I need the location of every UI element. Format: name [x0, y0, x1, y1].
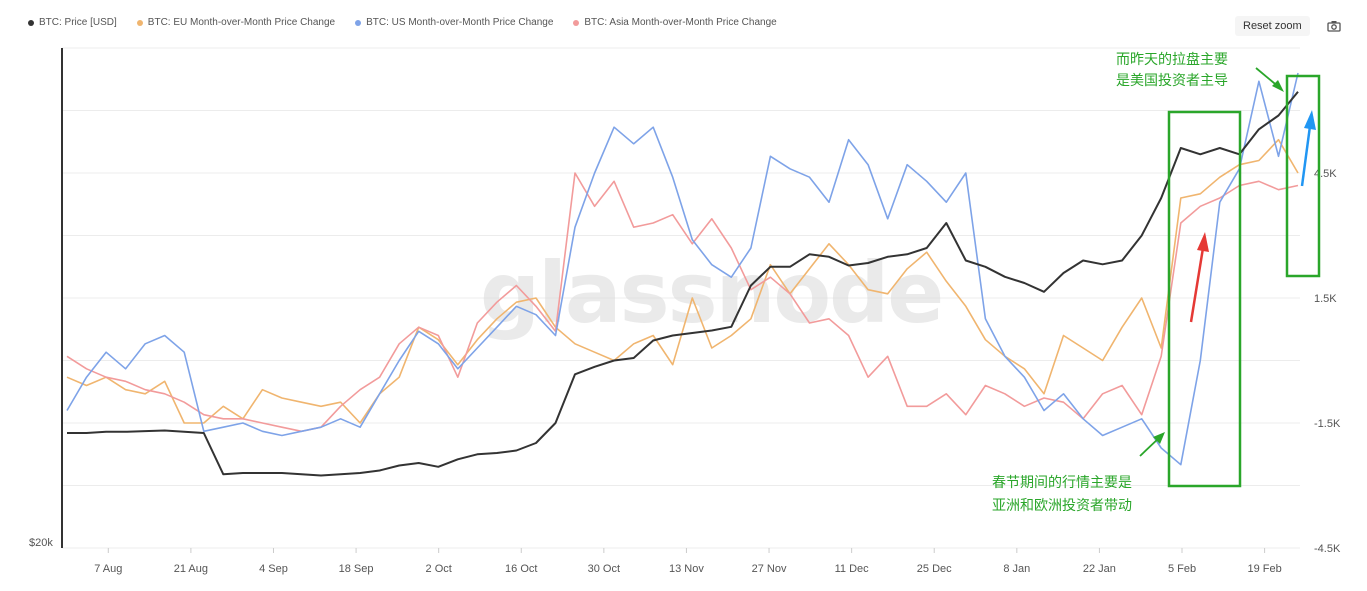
top-note-line2: 是美国投资者主导: [1116, 73, 1228, 89]
top-note-arrow-icon: [1255, 67, 1284, 92]
series-group: [66, 72, 1299, 477]
grid-lines: [62, 47, 1300, 549]
series-line: [66, 138, 1299, 424]
right-axis-tick-label: -1.5K: [1314, 418, 1341, 430]
right-axis-tick-label: -4.5K: [1314, 543, 1341, 555]
series-line: [67, 91, 1299, 477]
right-axis-tick-label: 4.5K: [1314, 168, 1337, 180]
legend-dot-icon: [28, 19, 34, 26]
x-axis-tick-label: 13 Nov: [669, 563, 704, 575]
x-axis-tick-label: 22 Jan: [1083, 563, 1116, 575]
legend-label: BTC: EU Month-over-Month Price Change: [147, 17, 336, 28]
legend-item[interactable]: BTC: Price [USD]: [28, 17, 117, 28]
x-axis-tick-label: 21 Aug: [174, 563, 208, 575]
top-note-line1: 而昨天的拉盘主要: [1116, 51, 1228, 68]
series-line: [66, 172, 1299, 433]
blue-up-arrow-icon: [1300, 110, 1316, 187]
watermark: glassnode: [480, 244, 942, 342]
bottom-note-line2: 亚洲和欧洲投资者带动: [992, 498, 1132, 514]
bottom-note-arrow-icon: [1139, 432, 1165, 457]
legend-item[interactable]: BTC: US Month-over-Month Price Change: [355, 17, 553, 28]
x-axis-tick-label: 2 Oct: [426, 563, 452, 575]
x-axis-tick-label: 19 Feb: [1247, 563, 1281, 575]
x-axis-tick-label: 11 Dec: [835, 563, 870, 575]
series-line: [66, 72, 1299, 466]
x-axis-tick-label: 27 Nov: [752, 563, 787, 575]
x-axis-tick-label: 8 Jan: [1003, 563, 1030, 575]
legend-label: BTC: Asia Month-over-Month Price Change: [584, 17, 777, 28]
legend-label: BTC: US Month-over-Month Price Change: [366, 17, 554, 28]
chart-legend: BTC: Price [USD] BTC: EU Month-over-Month…: [28, 17, 777, 28]
reset-zoom-button[interactable]: Reset zoom: [1235, 16, 1310, 36]
x-axis-tick-label: 25 Dec: [917, 563, 952, 575]
spring-festival-highlight-box: [1167, 110, 1242, 488]
recent-rally-highlight-box: [1285, 74, 1321, 278]
x-axis-tick-label: 5 Feb: [1168, 563, 1196, 575]
legend-dot-icon: [573, 19, 580, 26]
legend-dot-icon: [136, 19, 143, 26]
x-axis-tick-label: 4 Sep: [259, 563, 288, 575]
legend-dot-icon: [355, 19, 362, 26]
left-axis-tick-label: $20k: [29, 537, 53, 549]
right-axis-tick-label: 1.5K: [1314, 293, 1337, 305]
legend-item[interactable]: BTC: EU Month-over-Month Price Change: [136, 17, 336, 28]
x-axis-tick-label: 16 Oct: [505, 563, 537, 575]
bottom-note-line1: 春节期间的行情主要是: [992, 475, 1132, 491]
legend-label: BTC: Price [USD]: [39, 17, 117, 28]
x-axis-tick-label: 18 Sep: [339, 563, 374, 575]
y-axis-ticks: 4.5K 1.5K -1.5K -4.5K $20k: [29, 168, 1341, 555]
x-axis-tick-label: 7 Aug: [94, 563, 122, 575]
x-axis-tick-label: 30 Oct: [588, 563, 620, 575]
x-axis-ticks: 7 Aug 21 Aug 4 Sep 18 Sep 2 Oct 16 Oct 30 Oct 1…: [94, 548, 1282, 575]
red-up-arrow-icon: [1189, 232, 1209, 323]
camera-icon[interactable]: [1327, 19, 1341, 33]
legend-item[interactable]: BTC: Asia Month-over-Month Price Change: [573, 17, 777, 28]
